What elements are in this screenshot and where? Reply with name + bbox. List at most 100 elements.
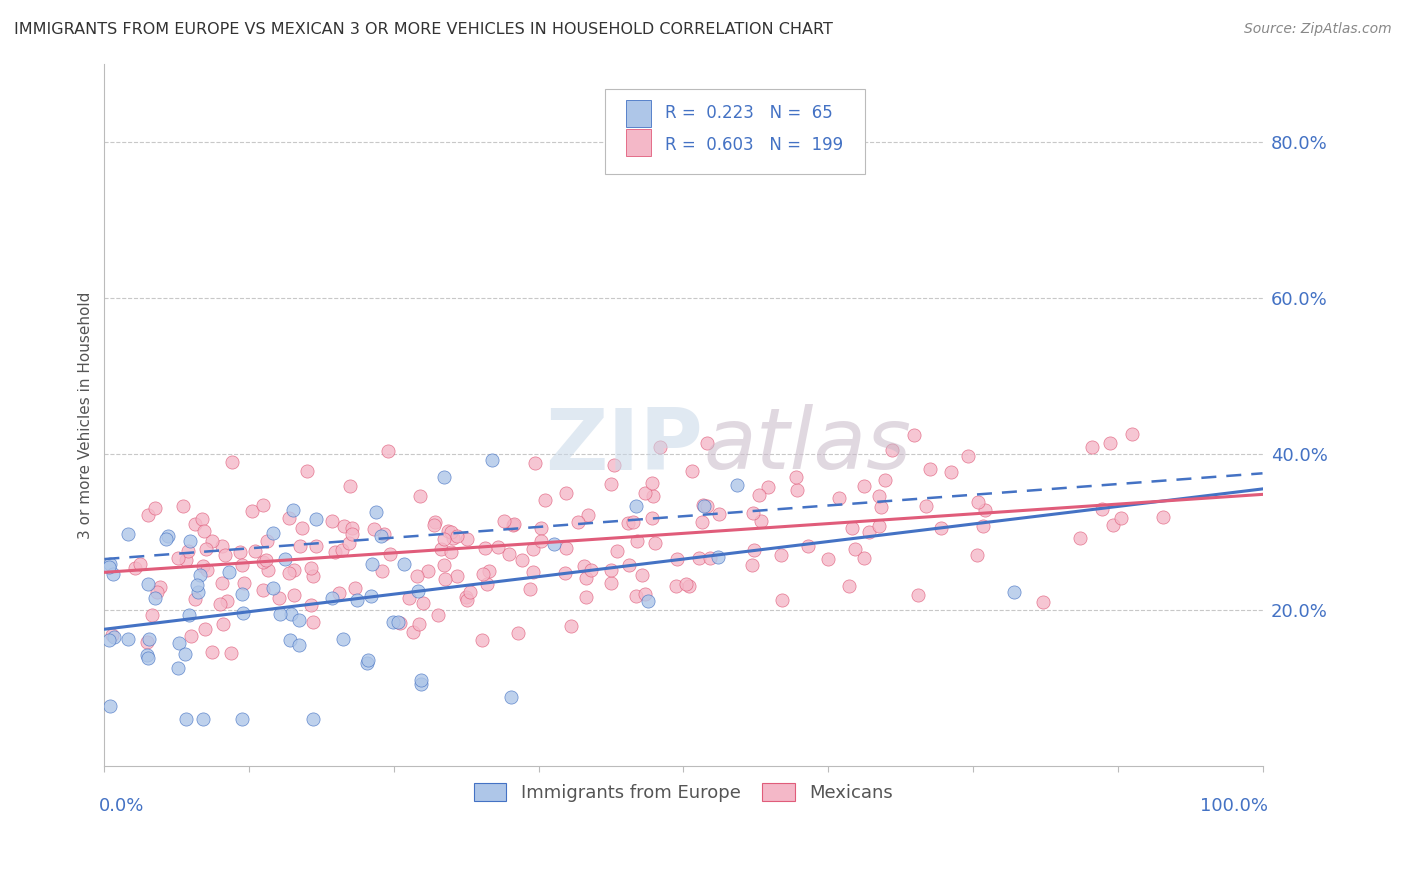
Point: [929, 521, 952, 535]
Point: [1004, 585, 1026, 599]
Point: [797, 539, 820, 553]
Point: [174, 648, 197, 662]
Point: [337, 536, 360, 550]
Point: [502, 518, 524, 533]
Point: [972, 518, 994, 533]
Point: [394, 557, 416, 571]
Point: [344, 581, 367, 595]
Point: [508, 626, 530, 640]
Point: [418, 564, 440, 578]
Point: [321, 591, 343, 605]
Point: [688, 551, 710, 566]
Point: [907, 588, 929, 602]
Point: [174, 712, 197, 726]
Point: [707, 549, 730, 564]
Point: [231, 587, 253, 601]
Point: [576, 508, 599, 522]
Text: 100.0%: 100.0%: [1201, 797, 1268, 815]
Point: [1109, 511, 1132, 525]
Point: [305, 511, 328, 525]
Point: [373, 527, 395, 541]
Point: [356, 657, 378, 671]
Point: [229, 544, 252, 558]
Point: [211, 539, 233, 553]
Point: [387, 615, 409, 629]
Point: [218, 566, 240, 580]
Point: [666, 551, 689, 566]
Point: [693, 499, 716, 513]
Point: [363, 522, 385, 536]
Point: [409, 673, 432, 687]
Point: [299, 560, 322, 574]
Point: [232, 576, 254, 591]
Point: [269, 607, 291, 621]
Point: [145, 591, 167, 605]
Point: [381, 615, 404, 630]
Point: [756, 480, 779, 494]
Point: [433, 532, 456, 546]
Point: [262, 525, 284, 540]
Point: [98, 699, 121, 714]
Point: [194, 623, 217, 637]
Point: [575, 571, 598, 585]
Point: [214, 548, 236, 562]
Text: 0.0%: 0.0%: [98, 797, 143, 815]
Point: [967, 495, 990, 509]
Legend: Immigrants from Europe, Mexicans: Immigrants from Europe, Mexicans: [467, 775, 900, 809]
Point: [231, 558, 253, 572]
Point: [169, 636, 191, 650]
Point: [342, 527, 364, 541]
Point: [129, 558, 152, 572]
Point: [785, 470, 807, 484]
Point: [117, 527, 139, 541]
Point: [186, 578, 208, 592]
Point: [267, 591, 290, 605]
Point: [377, 444, 399, 458]
Point: [380, 547, 402, 561]
Point: [201, 645, 224, 659]
Point: [631, 567, 654, 582]
Point: [221, 455, 243, 469]
Text: R =  0.603   N =  199: R = 0.603 N = 199: [665, 136, 844, 154]
Point: [494, 515, 516, 529]
Point: [357, 653, 380, 667]
Point: [360, 589, 382, 603]
Point: [184, 516, 207, 531]
Point: [408, 583, 430, 598]
Point: [617, 516, 640, 530]
Point: [974, 503, 997, 517]
Point: [454, 591, 477, 605]
Point: [301, 568, 323, 582]
Point: [474, 541, 496, 555]
Point: [626, 499, 648, 513]
Point: [501, 690, 523, 705]
Point: [252, 582, 274, 597]
Point: [141, 607, 163, 622]
Point: [97, 559, 120, 574]
Point: [398, 591, 420, 606]
Point: [853, 479, 876, 493]
Point: [696, 500, 718, 514]
Point: [436, 524, 458, 538]
Point: [707, 507, 730, 521]
Point: [1121, 426, 1143, 441]
Point: [681, 464, 703, 478]
Point: [422, 518, 444, 533]
Point: [742, 506, 765, 520]
Point: [252, 498, 274, 512]
Point: [475, 577, 498, 591]
Point: [402, 625, 425, 640]
Point: [283, 502, 305, 516]
Point: [430, 542, 453, 557]
Point: [254, 552, 277, 566]
Point: [456, 593, 478, 607]
Point: [295, 465, 318, 479]
Point: [155, 533, 177, 547]
Point: [446, 529, 468, 543]
Point: [440, 545, 463, 559]
Point: [727, 477, 749, 491]
Point: [903, 427, 925, 442]
Point: [471, 566, 494, 581]
Point: [519, 582, 541, 597]
Point: [211, 576, 233, 591]
